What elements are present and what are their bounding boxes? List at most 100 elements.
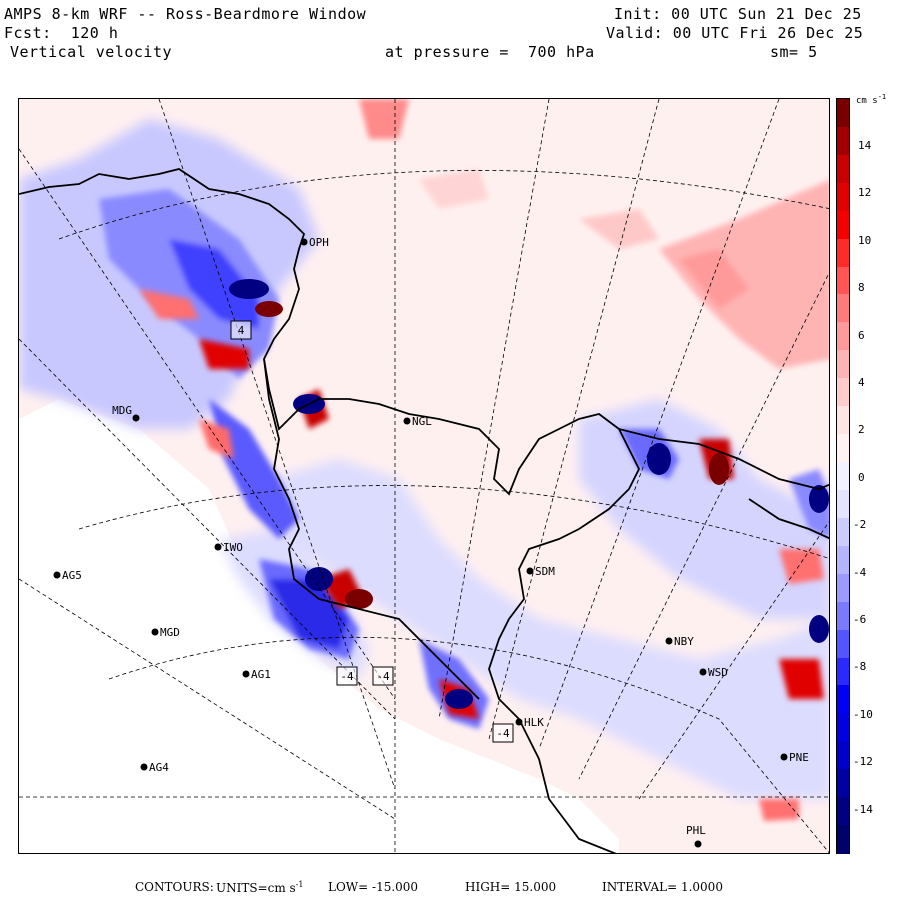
- colorbar-units: cm s-1: [856, 93, 886, 106]
- colorbar-swatch: [837, 517, 849, 547]
- station-marker: [780, 753, 788, 761]
- no-data-region: [19, 399, 619, 853]
- colorbar-swatch: [837, 266, 849, 296]
- station-label: HLK: [524, 716, 544, 729]
- vertical-velocity-map: OPH MDG NGL IWO AG5 SDM MGD NBY AG1 WSD HLK AG4 PNE P…: [19, 99, 829, 853]
- extreme-label-layer: 4 -4 -4 -4: [230, 320, 514, 743]
- colorbar-swatch: [837, 126, 849, 156]
- station-marker: [300, 238, 308, 246]
- map-title: AMPS 8-km WRF -- Ross-Beardmore Window: [4, 5, 367, 23]
- station-label: OPH: [309, 236, 329, 249]
- colorbar-swatch: [837, 769, 849, 798]
- colorbar-swatch: [837, 182, 849, 212]
- extreme-value-label: -4: [496, 727, 510, 740]
- station-label: MGD: [160, 626, 180, 639]
- extreme-value-box: [372, 666, 394, 686]
- station-marker: [214, 543, 222, 551]
- colorbar-swatch: [837, 378, 849, 407]
- graticule: [19, 99, 829, 853]
- station-layer: OPH MDG NGL IWO AG5 SDM MGD NBY AG1 WSD HLK AG4 PNE P…: [53, 236, 809, 848]
- extreme-value-label: 4: [238, 324, 245, 337]
- coastline: [19, 168, 829, 853]
- colorbar-swatch: [837, 462, 849, 491]
- colorbar-swatch: [837, 406, 849, 435]
- colorbar-swatch: [837, 238, 849, 268]
- station-label: AG1: [251, 668, 271, 681]
- station-marker: [526, 567, 534, 575]
- footer-units-exponent: -1: [295, 880, 304, 889]
- footer-units: UNITS=cm s-1: [216, 880, 304, 895]
- colorbar-swatch: [837, 322, 849, 351]
- smoothing-value: sm= 5: [770, 43, 818, 61]
- station-marker: [403, 417, 411, 425]
- extreme-value-box: [230, 320, 252, 340]
- station-marker: [699, 668, 707, 676]
- station-label: PNE: [789, 751, 809, 764]
- station-marker: [515, 718, 523, 726]
- extreme-value-box: [492, 723, 514, 743]
- colorbar-tick-label: -2: [853, 518, 867, 532]
- station-marker: [665, 637, 673, 645]
- colorbar-swatch: [837, 685, 849, 714]
- colorbar-tick-label: 6: [858, 328, 865, 342]
- colorbar-tick-label: 0: [858, 470, 865, 484]
- colorbar-tick-label: 2: [858, 423, 865, 437]
- station-marker: [694, 840, 702, 848]
- colorbar-swatch: [837, 629, 849, 659]
- colorbar-swatch: [837, 601, 849, 631]
- footer-units-text: UNITS=cm s: [216, 881, 296, 895]
- pressure-level: at pressure = 700 hPa: [385, 43, 595, 61]
- colorbar-tick-label: -10: [853, 707, 873, 721]
- colorbar-units-text: cm s: [856, 96, 878, 106]
- extreme-value-label: -4: [376, 670, 390, 683]
- colorbar-swatch: [837, 657, 849, 687]
- extreme-value-label: -4: [340, 670, 354, 683]
- colorbar-swatch: [837, 825, 849, 854]
- station-marker: [242, 670, 250, 678]
- station-marker: [151, 628, 159, 636]
- colorbar-tick-label: -6: [853, 613, 867, 626]
- station-label: PHL: [686, 824, 706, 837]
- colorbar-tick-label: 8: [858, 281, 865, 295]
- station-label: AG5: [62, 569, 82, 582]
- station-label: NBY: [674, 635, 694, 648]
- colorbar-tick-label: 14: [858, 139, 872, 152]
- colorbar-tick-label: 4: [858, 376, 865, 389]
- colorbar-tick-label: 10: [858, 233, 872, 247]
- colorbar-swatch: [837, 489, 849, 519]
- footer-high: HIGH= 15.000: [465, 880, 557, 894]
- station-label: SDM: [535, 565, 555, 578]
- colorbar-units-exponent: -1: [877, 93, 887, 101]
- colorbar-tick-label: -4: [853, 565, 867, 579]
- init-time: Init: 00 UTC Sun 21 Dec 25: [614, 5, 862, 23]
- station-label: MDG: [112, 404, 132, 417]
- station-label: WSD: [708, 666, 728, 679]
- footer-low: LOW= -15.000: [328, 880, 419, 894]
- station-marker: [132, 414, 140, 422]
- colorbar-swatch: [837, 99, 849, 128]
- station-label: AG4: [149, 761, 169, 774]
- forecast-hour: Fcst: 120 h: [4, 24, 119, 42]
- extreme-cores: [229, 279, 829, 709]
- extreme-value-box: [336, 666, 358, 686]
- colorbar-swatch: [837, 210, 849, 240]
- station-marker: [140, 763, 148, 771]
- footer-interval: INTERVAL= 1.0000: [602, 880, 723, 894]
- station-label: NGL: [412, 415, 432, 428]
- colorbar-swatch: [837, 573, 849, 603]
- station-marker: [53, 571, 61, 579]
- colorbar-swatch: [837, 350, 849, 379]
- colorbar-tick-label: -12: [853, 755, 873, 769]
- colorbar-swatch: [837, 154, 849, 184]
- colorbar-tick-label: 12: [858, 186, 872, 200]
- station-label: IWO: [223, 541, 243, 554]
- colorbar-tick-label: -8: [853, 660, 867, 674]
- valid-time: Valid: 00 UTC Fri 26 Dec 25: [606, 24, 864, 42]
- colorbar-tick-label: -14: [853, 802, 873, 816]
- colorbar-swatch: [837, 741, 849, 770]
- colorbar-swatch: [837, 713, 849, 742]
- footer-contours-label: CONTOURS:: [135, 880, 214, 894]
- colorbar-swatch: [837, 545, 849, 575]
- variable-name: Vertical velocity: [10, 43, 173, 61]
- colorbar-swatch: [837, 797, 849, 826]
